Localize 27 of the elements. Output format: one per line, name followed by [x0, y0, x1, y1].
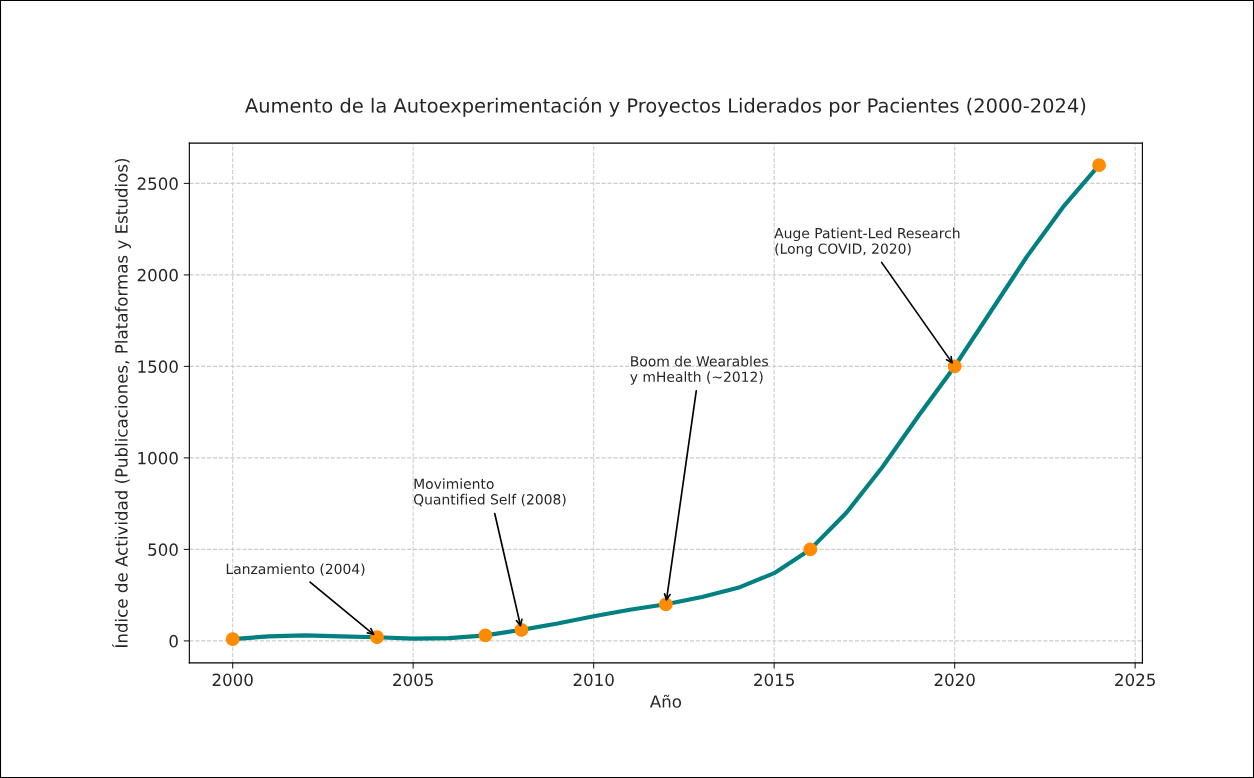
chart-title: Aumento de la Autoexperimentación y Proyectos Liderados por Pacientes (2000-2024) [245, 97, 1086, 117]
y-tick-label: 2000 [137, 268, 178, 282]
annotation: Movimiento Quantified Self (2008) [413, 478, 566, 507]
point [947, 359, 962, 374]
x-tick-label: 2020 [934, 673, 975, 687]
y-tick-label: 1500 [138, 360, 178, 373]
annotation: Auge Patient-Led Research (Long COVID, 2020) [774, 227, 960, 257]
y-tick-label: 2500 [137, 177, 178, 190]
x-tick-label: 2000 [212, 673, 253, 687]
y-tick-label: 500 [148, 543, 178, 556]
x-tick-label: 2005 [393, 673, 433, 687]
point [514, 623, 529, 637]
point [225, 632, 240, 646]
point [803, 542, 818, 557]
x-tick-label: 2015 [754, 673, 794, 687]
point [1092, 158, 1106, 173]
point [658, 597, 673, 612]
point [370, 630, 384, 645]
point [478, 628, 493, 643]
annotation: Boom de Wearables y mHealth (~2012) [630, 355, 768, 385]
x-axis-title: Año [649, 694, 682, 708]
y-tick-label: 0 [169, 634, 178, 648]
annotation: Lanzamiento (2004) [226, 563, 365, 576]
y-tick-label: 1000 [138, 451, 178, 465]
y-axis-title: Índice de Actividad (Publicaciones, Plataformas y Estudios) [112, 158, 131, 648]
x-tick-label: 2010 [573, 673, 614, 687]
x-tick-label: 2025 [1115, 673, 1155, 687]
